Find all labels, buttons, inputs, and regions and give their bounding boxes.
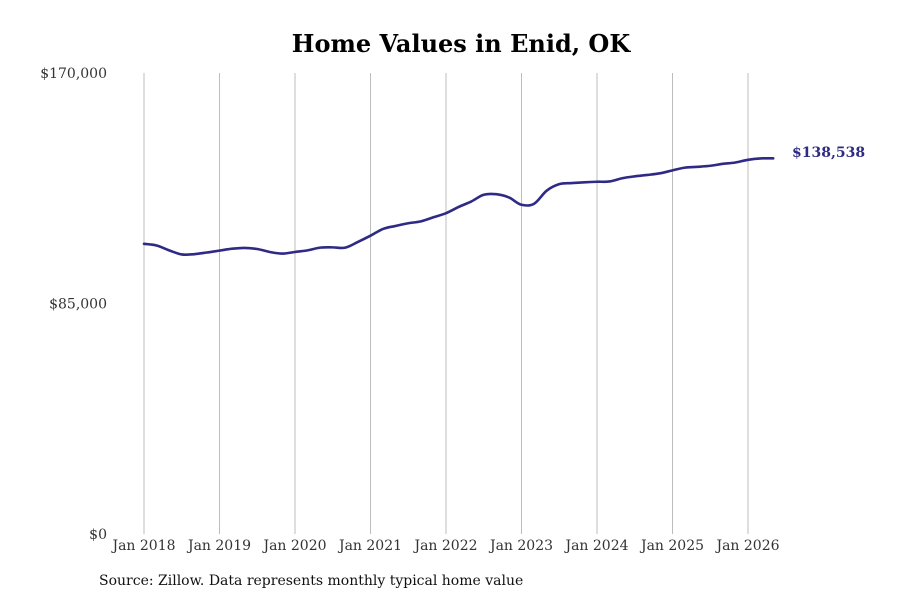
x-tick-label: Jan 2022	[412, 538, 477, 554]
series-line-home-value	[142, 156, 775, 256]
y-tick-label: $0	[89, 527, 107, 543]
source-note: Source: Zillow. Data represents monthly …	[99, 573, 524, 589]
y-tick-label: $85,000	[49, 297, 107, 313]
chart-title: Home Values in Enid, OK	[292, 29, 632, 58]
x-axis-ticks: Jan 2018 Jan 2019 Jan 2020 Jan 2021 Jan 2022…	[110, 538, 779, 554]
y-tick-label: $170,000	[40, 66, 107, 82]
x-tick-label: Jan 2026	[714, 538, 779, 554]
x-tick-label: Jan 2019	[186, 538, 251, 554]
x-tick-label: Jan 2020	[261, 538, 326, 554]
end-value-label: $138,538	[792, 145, 865, 161]
x-tick-label: Jan 2021	[337, 538, 402, 554]
vertical-gridlines	[143, 73, 749, 534]
x-tick-label: Jan 2025	[639, 538, 704, 554]
y-axis-ticks: $0 $85,000 $170,000	[40, 66, 107, 543]
x-tick-label: Jan 2023	[488, 538, 553, 554]
x-tick-label: Jan 2018	[110, 538, 175, 554]
x-tick-label: Jan 2024	[563, 538, 628, 554]
